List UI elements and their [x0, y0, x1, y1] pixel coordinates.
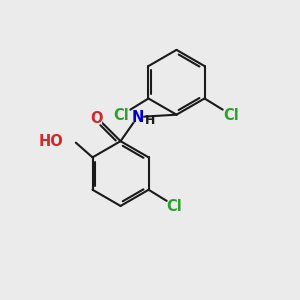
- Text: O: O: [90, 111, 103, 126]
- Text: Cl: Cl: [114, 108, 129, 123]
- Bar: [224, 111, 239, 119]
- Text: N: N: [131, 110, 144, 124]
- Bar: [113, 111, 129, 119]
- Text: Cl: Cl: [224, 108, 239, 123]
- Bar: [166, 202, 182, 211]
- Bar: [92, 115, 101, 123]
- Bar: [133, 113, 142, 121]
- Text: H: H: [145, 114, 155, 127]
- Text: Cl: Cl: [166, 199, 182, 214]
- Text: HO: HO: [39, 134, 64, 149]
